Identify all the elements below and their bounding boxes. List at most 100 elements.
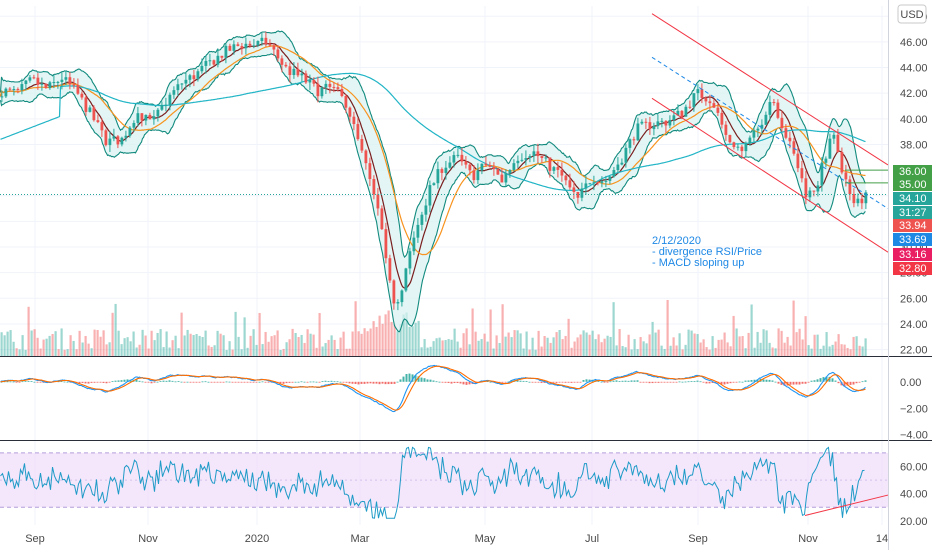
candle-body — [540, 156, 544, 158]
candle-body — [164, 104, 168, 106]
volume-bar — [840, 344, 843, 356]
volume-bar — [510, 337, 513, 356]
volume-bar — [147, 348, 150, 356]
macd-histogram-bar — [555, 381, 558, 383]
volume-bar — [6, 331, 9, 356]
volume-bar — [861, 346, 864, 356]
volume-bar — [84, 335, 87, 356]
macd-histogram-bar — [246, 381, 249, 383]
volume-bar — [426, 347, 429, 356]
volume-bar — [141, 329, 144, 356]
volume-bar — [570, 347, 573, 356]
volume-bar — [81, 342, 84, 356]
volume-bar — [207, 345, 210, 356]
volume-bar — [759, 342, 762, 356]
candle-body — [668, 120, 672, 126]
volume-bar — [765, 330, 768, 356]
volume-bar — [129, 341, 132, 356]
volume-bar — [351, 331, 354, 356]
candle-body — [860, 198, 864, 204]
candle-body — [608, 176, 612, 181]
candle-body — [756, 128, 760, 131]
volume-bar — [39, 348, 42, 356]
volume-bar — [768, 342, 771, 356]
bollinger-fill — [0, 31, 866, 332]
candle-body — [192, 75, 196, 80]
volume-bar — [600, 342, 603, 356]
candle-body — [644, 121, 648, 123]
volume-bar — [540, 346, 543, 356]
candle-body — [592, 182, 596, 184]
macd-histogram-bar — [552, 381, 555, 383]
macd-histogram-bar — [381, 381, 384, 384]
candle-body — [572, 187, 576, 193]
candle-body — [244, 43, 248, 49]
candle-body — [760, 124, 764, 129]
volume-bar — [447, 339, 450, 356]
volume-bar — [318, 313, 321, 356]
macd-histogram-bar — [369, 381, 372, 384]
candle-body — [784, 128, 788, 138]
volume-bar — [360, 333, 363, 356]
volume-bar — [177, 348, 180, 356]
volume-bar — [828, 346, 831, 356]
candle-body — [780, 117, 784, 129]
candle-body — [96, 120, 100, 123]
currency-label[interactable]: USD — [897, 4, 927, 24]
macd-histogram-bar — [489, 381, 492, 383]
candle-body — [600, 181, 604, 183]
price-tag-box — [893, 178, 932, 191]
candle-body — [88, 107, 92, 112]
volume-bar — [477, 340, 480, 356]
macd-histogram-bar — [189, 381, 192, 383]
macd-histogram-bar — [669, 381, 672, 383]
volume-bar — [60, 328, 63, 356]
macd-histogram-bar — [348, 381, 351, 384]
candle-body — [348, 107, 352, 117]
volume-bar — [690, 330, 693, 356]
volume-bar — [456, 341, 459, 356]
candle-body — [776, 102, 780, 118]
volume-bar — [816, 334, 819, 356]
macd-histogram-bar — [93, 381, 96, 383]
macd-histogram-bar — [249, 381, 252, 383]
macd-histogram-bar — [171, 380, 174, 382]
macd-histogram-bar — [165, 380, 168, 382]
volume-bar — [618, 329, 621, 356]
volume-bar — [753, 347, 756, 356]
candle-body — [248, 43, 252, 46]
volume-bar — [381, 323, 384, 356]
volume-bar — [63, 349, 66, 356]
macd-histogram-bar — [561, 381, 564, 383]
volume-bar — [780, 330, 783, 356]
candle-body — [104, 130, 108, 146]
macd-histogram-bar — [753, 379, 756, 382]
volume-bar — [303, 342, 306, 356]
rsi-trendline — [804, 494, 889, 516]
price-tag-box — [893, 262, 932, 275]
volume-bar — [654, 332, 657, 356]
candle-body — [168, 94, 172, 105]
macd-histogram-bar — [261, 381, 264, 383]
volume-bar — [87, 343, 90, 356]
volume-bar — [705, 347, 708, 356]
macd-histogram-bar — [462, 381, 465, 385]
macd-histogram-bar — [423, 378, 426, 382]
macd-histogram-bar — [642, 381, 645, 383]
volume-bar — [237, 336, 240, 356]
macd-histogram-bar — [330, 380, 333, 382]
volume-bar — [813, 334, 816, 356]
volume-bar — [594, 339, 597, 356]
macd-histogram-bar — [426, 379, 429, 382]
macd-histogram-bar — [573, 381, 576, 383]
volume-bar — [822, 345, 825, 356]
candle-body — [128, 127, 132, 136]
volume-bar — [462, 333, 465, 356]
candle-body — [652, 126, 656, 130]
volume-bar — [534, 349, 537, 356]
channel-lower-line — [651, 97, 889, 253]
volume-bar — [735, 328, 738, 356]
macd-histogram-bar — [111, 381, 114, 382]
time-tick-label: Jul — [585, 533, 599, 545]
macd-histogram-bar — [825, 376, 828, 382]
